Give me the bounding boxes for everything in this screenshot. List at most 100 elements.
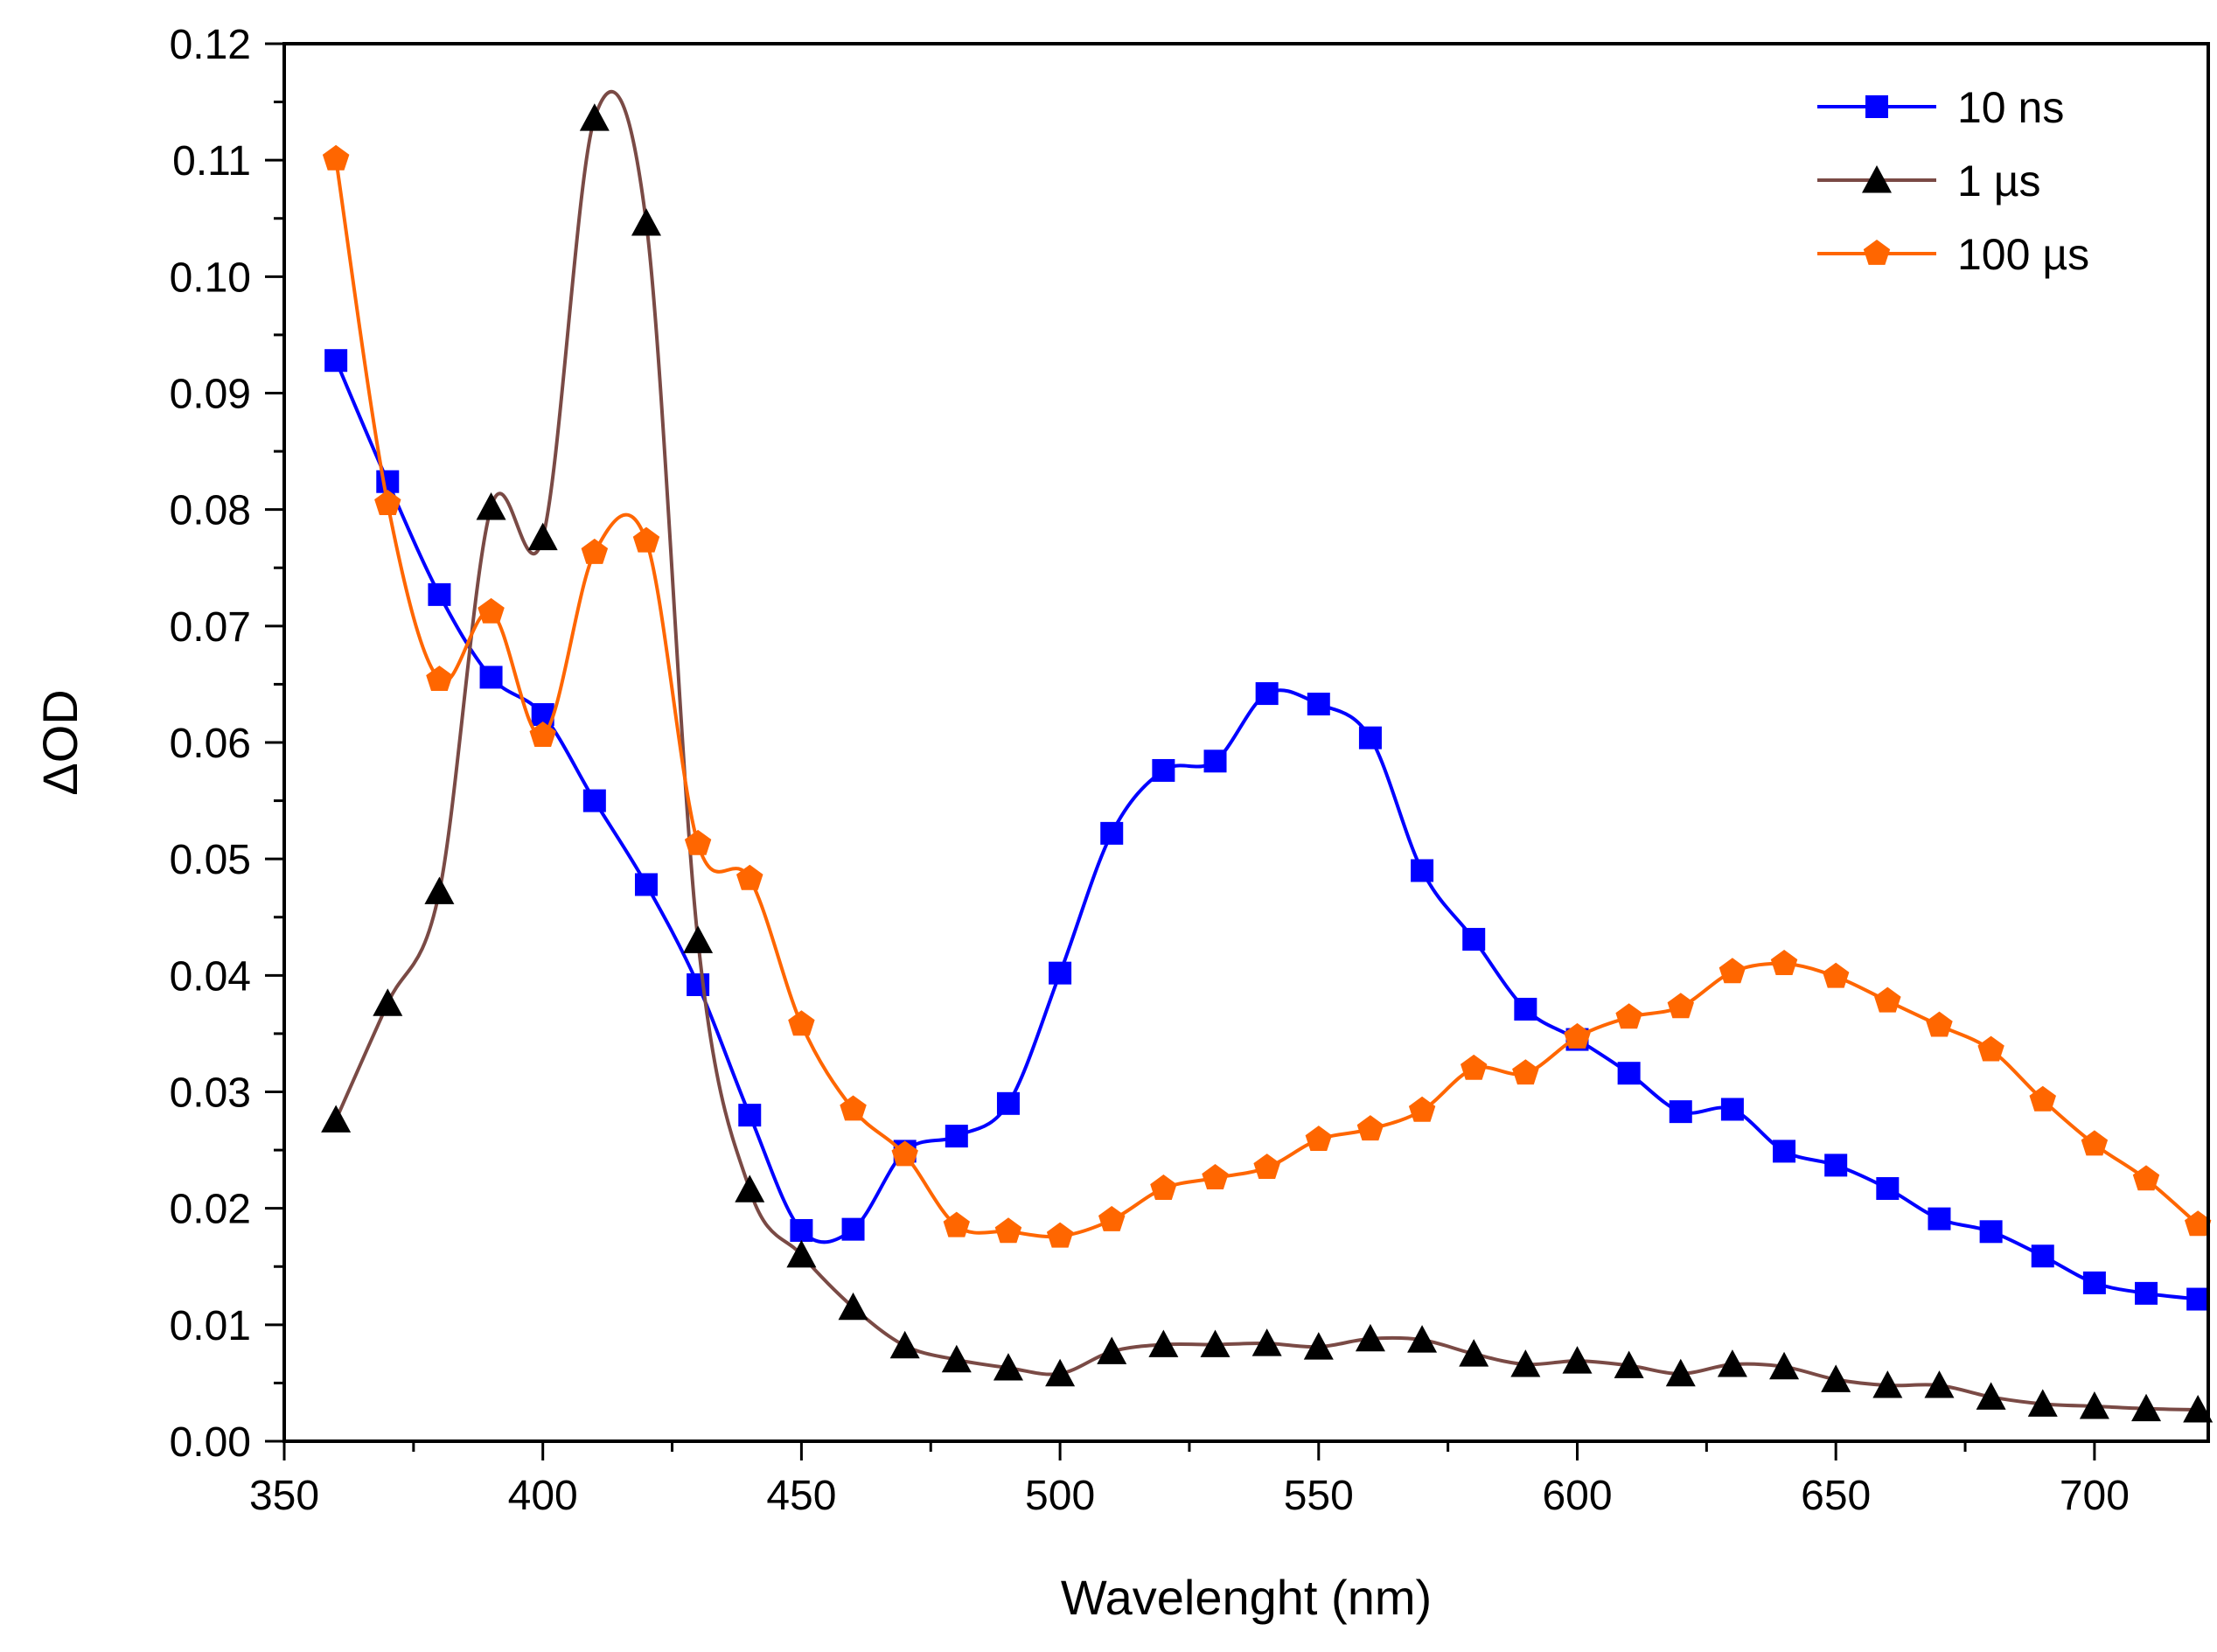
data-point (683, 925, 714, 953)
data-point (476, 492, 506, 520)
data-point (1407, 1325, 1438, 1353)
data-point (994, 1217, 1022, 1244)
data-point (1251, 1328, 1282, 1356)
y-tick-label: 0.09 (170, 372, 251, 418)
data-point (634, 873, 658, 896)
data-point (1924, 1370, 1955, 1398)
data-point (426, 666, 453, 691)
y-tick-label: 0.02 (170, 1187, 251, 1233)
data-point (373, 988, 403, 1016)
legend-item: 10 ns (1817, 83, 2064, 132)
data-point (1876, 1177, 1900, 1201)
y-tick-label: 0.05 (170, 837, 251, 883)
data-point (788, 1010, 815, 1036)
data-point (2027, 1389, 2058, 1417)
x-tick-label: 550 (1284, 1473, 1354, 1519)
data-point (1046, 1222, 1074, 1248)
data-point (993, 1353, 1023, 1381)
data-point (941, 1344, 972, 1373)
data-point (840, 1095, 867, 1121)
data-point (1926, 1011, 1953, 1037)
data-point (1100, 821, 1124, 845)
data-point (2079, 1391, 2109, 1419)
y-tick-label: 0.08 (170, 488, 251, 534)
data-point (1202, 1164, 1229, 1189)
data-point (631, 208, 661, 236)
series-line (334, 89, 2199, 1412)
data-point (1148, 1329, 1179, 1357)
data-point (1253, 1154, 1280, 1179)
data-point (1098, 1206, 1126, 1231)
data-point (1408, 1096, 1436, 1122)
data-point (1979, 1220, 2003, 1244)
data-point (1773, 1140, 1796, 1163)
data-point (529, 721, 556, 747)
data-point (2081, 1130, 2109, 1156)
data-point (1203, 749, 1227, 773)
y-tick-label: 0.10 (170, 254, 251, 301)
y-tick-label: 0.11 (172, 138, 251, 185)
data-point (1977, 1035, 2004, 1062)
data-point (1824, 1154, 1848, 1177)
data-point (1976, 1382, 2006, 1410)
data-point (632, 526, 660, 553)
x-tick-label: 350 (249, 1473, 319, 1519)
data-point (1303, 1332, 1334, 1360)
data-point (1097, 1336, 1127, 1364)
data-point (1617, 1062, 1641, 1085)
data-point (736, 864, 763, 890)
data-point (1719, 958, 1746, 984)
data-point (684, 829, 712, 855)
y-tick-label: 0.12 (170, 22, 251, 68)
data-point (376, 470, 400, 493)
data-point (1049, 961, 1072, 985)
legend-item: 1 µs (1817, 157, 2041, 206)
data-point (2082, 1271, 2106, 1294)
data-point (1564, 1022, 1591, 1049)
data-point (2132, 1165, 2160, 1191)
legend-label: 100 µs (1957, 230, 2089, 279)
y-axis-title: ΔOD (32, 689, 87, 795)
data-point (1150, 1175, 1177, 1200)
y-tick-label: 0.03 (170, 1070, 251, 1117)
x-tick-label: 650 (1801, 1473, 1871, 1519)
data-point (1461, 1054, 1488, 1080)
data-point (1823, 962, 1850, 988)
data-point (1615, 1003, 1642, 1029)
data-point (374, 490, 401, 515)
data-point (321, 1105, 352, 1133)
data-point (838, 1292, 868, 1321)
y-tick-label: 0.04 (170, 953, 251, 1000)
data-point (1514, 997, 1537, 1021)
data-point (1152, 758, 1175, 782)
data-point (2135, 1281, 2158, 1305)
data-point (891, 1140, 918, 1167)
data-point (1356, 1115, 1384, 1141)
data-point (1411, 859, 1434, 882)
data-point (1720, 1098, 1744, 1121)
data-point (478, 597, 505, 624)
data-point (1872, 1370, 1903, 1398)
data-point (790, 1218, 813, 1242)
data-point (1459, 1339, 1489, 1367)
data-point (943, 1211, 970, 1237)
data-point (2031, 1244, 2054, 1268)
legend-label: 1 µs (1957, 157, 2041, 206)
plot-series (321, 89, 2214, 1423)
data-point (1821, 1364, 1851, 1392)
data-point (581, 538, 609, 564)
data-point (889, 1330, 920, 1359)
data-point (1305, 1126, 1332, 1151)
data-point (1669, 1100, 1692, 1124)
data-point (428, 582, 451, 606)
data-point (2185, 1210, 2212, 1237)
data-point (579, 103, 610, 131)
data-point (2029, 1085, 2056, 1112)
data-point (1717, 1349, 1747, 1377)
data-point (687, 972, 710, 996)
data-point (945, 1125, 968, 1148)
data-point (1614, 1350, 1644, 1378)
data-point (2186, 1287, 2210, 1311)
y-axis: 0.00 0.01 0.02 0.03 0.04 0.05 0.06 0.07 0.08 0.09… (170, 22, 284, 1466)
